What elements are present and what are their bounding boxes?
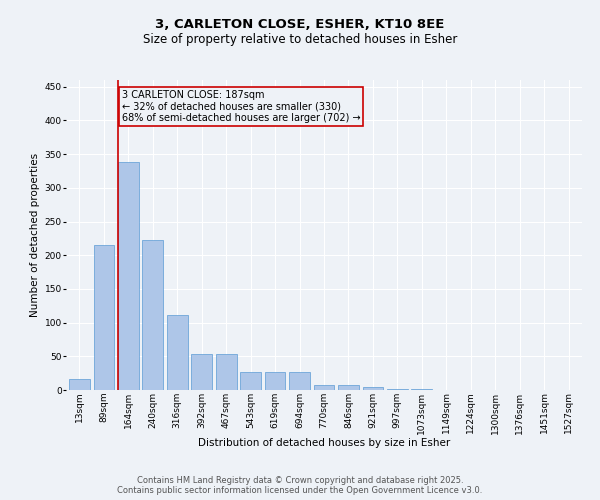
Bar — [167, 314, 188, 390]
Bar — [69, 379, 90, 390]
Y-axis label: Number of detached properties: Number of detached properties — [31, 153, 40, 317]
Bar — [191, 354, 212, 390]
Text: Size of property relative to detached houses in Esher: Size of property relative to detached ho… — [143, 32, 457, 46]
Bar — [94, 245, 114, 390]
Bar — [362, 386, 383, 390]
Text: 3, CARLETON CLOSE, ESHER, KT10 8EE: 3, CARLETON CLOSE, ESHER, KT10 8EE — [155, 18, 445, 30]
Bar — [216, 354, 236, 390]
Bar — [142, 240, 163, 390]
Bar — [387, 388, 408, 390]
X-axis label: Distribution of detached houses by size in Esher: Distribution of detached houses by size … — [198, 438, 450, 448]
Bar — [338, 386, 359, 390]
Text: Contains HM Land Registry data © Crown copyright and database right 2025.
Contai: Contains HM Land Registry data © Crown c… — [118, 476, 482, 495]
Text: 3 CARLETON CLOSE: 187sqm
← 32% of detached houses are smaller (330)
68% of semi-: 3 CARLETON CLOSE: 187sqm ← 32% of detach… — [122, 90, 360, 124]
Bar — [265, 372, 286, 390]
Bar — [118, 162, 139, 390]
Bar — [240, 372, 261, 390]
Bar — [314, 384, 334, 390]
Bar — [289, 372, 310, 390]
